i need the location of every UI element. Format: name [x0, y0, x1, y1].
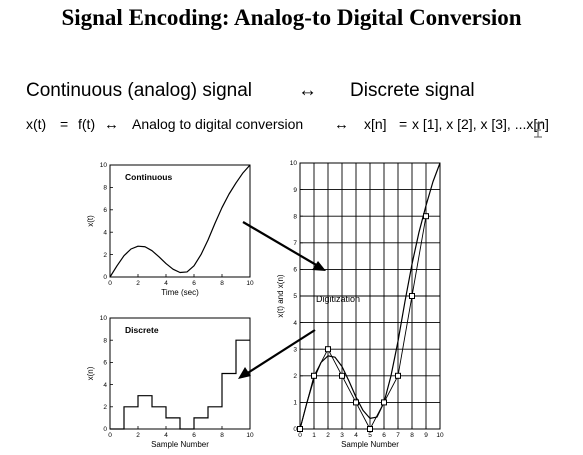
analog-signal-label: Continuous (analog) signal: [26, 80, 253, 101]
y-tick-label: 0: [103, 274, 107, 281]
x-tick-label: 8: [410, 432, 414, 439]
y-tick-label: 1: [293, 400, 297, 407]
x-tick-label: 6: [382, 432, 386, 439]
continuous-plot: 0 2 4 6 8 10 0 2 4 6 8 10 Time (sec) x(t) Continuous: [86, 162, 254, 297]
x-tick-label: 0: [108, 280, 112, 287]
y-tick-label: 7: [293, 240, 297, 247]
x-tick-label: 2: [136, 280, 140, 287]
y-tick-label: 10: [100, 315, 108, 322]
sample-point-marker: [395, 372, 401, 379]
discrete-plot: 0 2 4 6 8 10 0 2 4 6 8 10 Sample Number x(n) Discrete: [86, 315, 254, 449]
y-tick-label: 4: [293, 320, 297, 327]
chart-title: Continuous: [125, 172, 172, 182]
sample-point-marker: [311, 372, 317, 379]
y-tick-label: 3: [293, 346, 297, 353]
equals-sign: =: [60, 116, 69, 132]
y-axis-label: x(t) and x(n): [276, 274, 285, 317]
continuous-signal-curve: [299, 162, 441, 430]
y-tick-label: 2: [293, 373, 297, 380]
y-tick-label: 0: [103, 426, 107, 433]
y-axis-label: x(n): [86, 366, 95, 380]
sample-point-marker: [423, 213, 429, 220]
y-axis-label: x(t): [86, 215, 95, 227]
sample-point-marker: [353, 399, 359, 406]
y-tick-label: 2: [103, 252, 107, 259]
y-tick-label: 4: [103, 382, 107, 389]
y-tick-label: 9: [293, 187, 297, 194]
double-arrow-icon: ↔: [334, 116, 349, 133]
x-tick-label: 7: [396, 432, 400, 439]
y-tick-label: 8: [103, 185, 107, 192]
equals-sign: =: [399, 116, 408, 132]
ft-label: f(t): [78, 116, 96, 132]
chart-title: Discrete: [125, 325, 159, 335]
x-tick-label: 4: [164, 432, 168, 439]
x-axis-label: Sample Number: [151, 440, 209, 449]
y-tick-label: 6: [103, 360, 107, 367]
x-tick-label: 6: [192, 280, 196, 287]
x-axis-label: Sample Number: [341, 440, 399, 449]
x-tick-label: 2: [136, 432, 140, 439]
sequence-label: x [1], x [2], x [3], ...x[n]: [412, 116, 549, 132]
x-tick-label: 10: [436, 432, 444, 439]
text-cursor-icon: [534, 122, 542, 138]
x-tick-label: 0: [298, 432, 302, 439]
sample-point-marker: [409, 293, 415, 299]
xn-label: x[n]: [364, 116, 387, 132]
y-tick-label: 0: [293, 426, 297, 433]
x-tick-label: 10: [246, 432, 254, 439]
conversion-label: Analog to digital conversion: [132, 116, 304, 132]
y-tick-label: 8: [293, 213, 297, 220]
digitization-plot: 0 1 2 3 4 5 6 7 8 9 10 0 1 2 3 4 5 6 7 8 9 10 Sample Number x(t…: [276, 160, 444, 449]
digitization-annotation: Digitization: [316, 294, 360, 304]
sample-point-marker: [381, 399, 387, 406]
step-series-line: [110, 339, 250, 430]
axes-frame: [109, 164, 251, 278]
x-axis-label: Time (sec): [161, 288, 199, 297]
pointer-arrow-to-discrete: [238, 329, 316, 379]
x-tick-label: 10: [246, 280, 254, 287]
double-arrow-icon: ↔: [298, 80, 317, 101]
x-tick-label: 4: [164, 280, 168, 287]
x-tick-label: 5: [368, 432, 372, 439]
continuous-signal-curve: [109, 164, 251, 278]
x-tick-label: 9: [424, 432, 428, 439]
sample-point-marker: [339, 372, 345, 379]
y-tick-label: 5: [293, 293, 297, 300]
pointer-arrow-to-digitization: [242, 221, 326, 271]
x-tick-label: 8: [220, 432, 224, 439]
y-tick-label: 8: [103, 337, 107, 344]
x-tick-label: 2: [326, 432, 330, 439]
y-tick-label: 4: [103, 229, 107, 236]
xt-label: x(t): [26, 116, 47, 132]
discrete-signal-label: Discrete signal: [350, 80, 475, 101]
y-tick-label: 6: [293, 267, 297, 274]
page-title: Signal Encoding: Analog-to Digital Conve…: [61, 5, 522, 30]
y-tick-label: 2: [103, 404, 107, 411]
y-tick-label: 6: [103, 207, 107, 214]
sample-point-marker: [325, 346, 331, 353]
x-tick-label: 6: [192, 432, 196, 439]
sample-point-marker: [297, 426, 303, 432]
sample-point-marker: [367, 426, 373, 432]
y-tick-label: 10: [290, 160, 298, 167]
double-arrow-icon: ↔: [104, 116, 119, 133]
x-tick-label: 8: [220, 280, 224, 287]
x-tick-label: 3: [340, 432, 344, 439]
x-tick-label: 0: [108, 432, 112, 439]
x-tick-label: 4: [354, 432, 358, 439]
x-tick-label: 1: [312, 432, 316, 439]
y-tick-label: 10: [100, 162, 108, 169]
sample-connector-line: [299, 216, 427, 430]
